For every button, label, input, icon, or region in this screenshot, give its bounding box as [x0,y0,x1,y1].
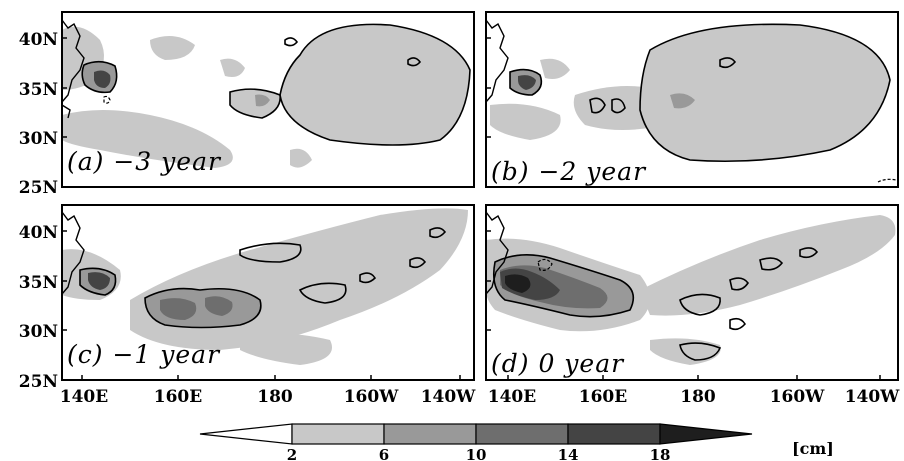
colorbar-tick-14: 14 [558,446,579,461]
colorbar-segment-6-10 [383,423,477,445]
lat-label-40n: 40N [19,30,58,50]
latitude-labels-top: 40N 35N 30N 25N [19,30,58,198]
colorbar-tick-6: 6 [379,446,389,461]
lat-label-35n: 35N [19,80,58,100]
colorbar-segment-above-18 [659,423,753,445]
colorbar-segment-10-14 [475,423,569,445]
lat-label-25n: 25N [19,178,58,198]
panel-b: (b) −2 year [485,11,899,188]
lon-label-140e: 140E [488,387,536,407]
colorbar: 2 6 10 14 18 [cm] [199,423,834,461]
panel-b-label: (b) −2 year [491,157,647,186]
colorbar-segment-2-6 [291,423,385,445]
lon-label-160e: 160E [579,387,627,407]
panel-b-field [486,19,897,183]
colorbar-tick-2: 2 [287,446,297,461]
tick-marks [62,37,881,380]
latitude-labels-bottom: 40N 35N 30N 25N [19,223,58,392]
lat-label-40n: 40N [19,223,58,243]
lon-label-140w: 140W [845,387,900,407]
panel-d-field [486,211,896,365]
panel-c-label: (c) −1 year [67,340,221,369]
lon-label-140w: 140W [421,387,476,407]
panel-c: (c) −1 year [61,204,475,381]
longitude-labels-left: 140E 160E 180 160W 140W [60,387,476,407]
lat-label-25n: 25N [19,372,58,392]
colorbar-segment-below-2 [199,423,293,445]
colorbar-tick-10: 10 [466,446,487,461]
lat-label-30n: 30N [19,129,58,149]
longitude-labels-right: 140E 160E 180 160W 140W [488,387,900,407]
lat-label-30n: 30N [19,322,58,342]
lon-label-160w: 160W [344,387,399,407]
colorbar-units: [cm] [792,439,834,458]
panel-c-field [62,208,468,365]
lon-label-180: 180 [680,387,716,407]
panel-d-label: (d) 0 year [491,349,625,378]
lat-label-35n: 35N [19,273,58,293]
panel-a-field [62,19,471,168]
lon-label-160w: 160W [770,387,825,407]
lon-label-160e: 160E [154,387,202,407]
panel-a-label: (a) −3 year [67,147,222,176]
panel-d: (d) 0 year [485,204,899,381]
lon-label-140e: 140E [60,387,108,407]
panel-a: (a) −3 year [61,11,475,188]
colorbar-tick-18: 18 [650,446,671,461]
lon-label-180: 180 [257,387,293,407]
colorbar-segment-14-18 [567,423,661,445]
